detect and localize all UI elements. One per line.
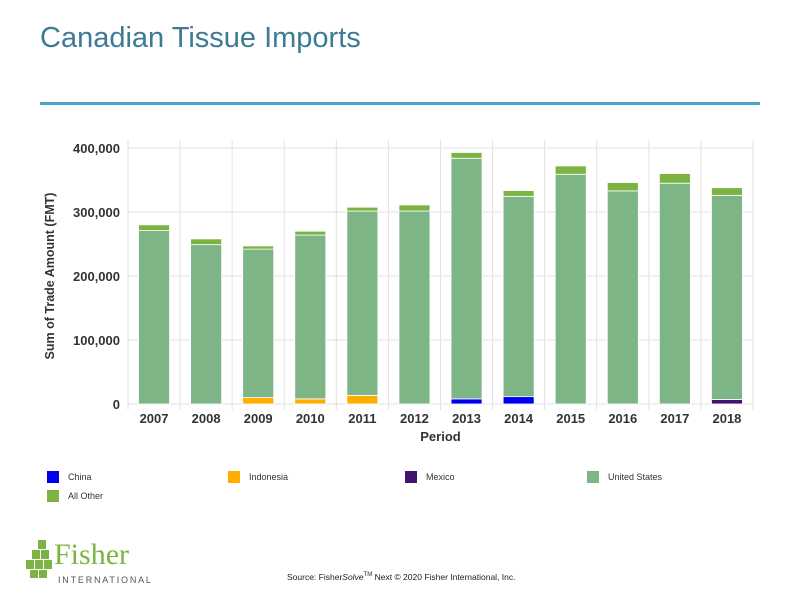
bar-all-other xyxy=(398,204,431,212)
title-divider xyxy=(40,102,760,105)
logo-text: Fisher xyxy=(54,538,129,571)
legend-item: United States xyxy=(587,471,662,483)
bar-united-states xyxy=(450,157,483,400)
y-tick-label: 200,000 xyxy=(73,269,120,284)
legend-item: Mexico xyxy=(405,471,455,483)
bar-all-other xyxy=(242,245,275,250)
x-tick-label: 2007 xyxy=(140,411,169,426)
bar-china xyxy=(502,396,535,405)
bar-united-states xyxy=(554,173,587,405)
bar-all-other xyxy=(606,182,639,192)
legend-label: Indonesia xyxy=(249,472,289,482)
bar-united-states xyxy=(606,190,639,405)
legend-label: United States xyxy=(608,472,663,482)
x-tick-label: 2015 xyxy=(556,411,585,426)
bar-all-other xyxy=(294,230,327,236)
y-tick-label: 300,000 xyxy=(73,205,120,220)
bar-united-states xyxy=(658,182,691,405)
bar-united-states xyxy=(711,194,743,400)
x-tick-label: 2018 xyxy=(712,411,741,426)
bar-united-states xyxy=(502,195,535,398)
source-prefix: Source: Fisher xyxy=(287,572,343,582)
bar-united-states xyxy=(294,234,327,400)
x-tick-label: 2013 xyxy=(452,411,481,426)
source-suffix: Next © 2020 Fisher International, Inc. xyxy=(372,572,516,582)
legend-item: All Other xyxy=(47,490,103,502)
bar-united-states xyxy=(242,248,275,398)
page-title: Canadian Tissue Imports xyxy=(40,22,361,54)
logo-subtext: INTERNATIONAL xyxy=(58,575,153,585)
x-tick-label: 2014 xyxy=(504,411,534,426)
y-axis-label: Sum of Trade Amount (FMT) xyxy=(43,193,57,360)
legend-item: Indonesia xyxy=(228,471,288,483)
stacked-bar-chart: 0 100,000 200,000 300,000 400,000 2007 2008 200… xyxy=(43,140,754,444)
bar-united-states xyxy=(398,210,431,405)
source-italic: Solve xyxy=(342,572,364,582)
bar-all-other xyxy=(502,190,535,197)
legend-swatch xyxy=(405,471,417,483)
bar-all-other xyxy=(554,165,587,175)
legend-label: All Other xyxy=(68,491,104,501)
bar-all-other xyxy=(658,173,691,184)
bar-united-states xyxy=(138,230,170,405)
bar-all-other xyxy=(711,187,743,196)
legend-label: China xyxy=(68,472,92,482)
legend-label: Mexico xyxy=(426,472,455,482)
legend-item: China xyxy=(47,471,92,483)
bar-all-other xyxy=(346,206,379,212)
bar-all-other xyxy=(138,224,170,231)
x-tick-label: 2009 xyxy=(244,411,273,426)
fisher-logo: Fisher INTERNATIONAL xyxy=(26,538,153,585)
x-tick-label: 2008 xyxy=(192,411,221,426)
legend-swatch xyxy=(228,471,240,483)
x-tick-label: 2016 xyxy=(608,411,637,426)
bar-all-other xyxy=(190,238,223,246)
bar-indonesia xyxy=(346,394,379,405)
y-tick-label: 400,000 xyxy=(73,141,120,156)
bar-united-states xyxy=(190,244,223,405)
legend-swatch xyxy=(47,471,59,483)
x-tick-label: 2010 xyxy=(296,411,325,426)
source-note: Source: FisherSolveTM Next © 2020 Fisher… xyxy=(287,572,516,582)
legend-swatch xyxy=(47,490,59,502)
y-tick-label: 0 xyxy=(113,397,120,412)
bar-united-states xyxy=(346,210,379,396)
bar-china xyxy=(450,398,483,405)
bar-indonesia xyxy=(242,397,275,405)
x-axis-label: Period xyxy=(420,429,461,444)
bar-indonesia xyxy=(294,398,327,405)
bar-mexico xyxy=(711,399,743,405)
x-tick-label: 2012 xyxy=(400,411,429,426)
x-tick-label: 2011 xyxy=(348,411,376,426)
legend-swatch xyxy=(587,471,599,483)
bar-all-other xyxy=(450,152,483,159)
y-tick-label: 100,000 xyxy=(73,333,120,348)
source-tm: TM xyxy=(363,572,373,579)
x-tick-label: 2017 xyxy=(660,411,689,426)
